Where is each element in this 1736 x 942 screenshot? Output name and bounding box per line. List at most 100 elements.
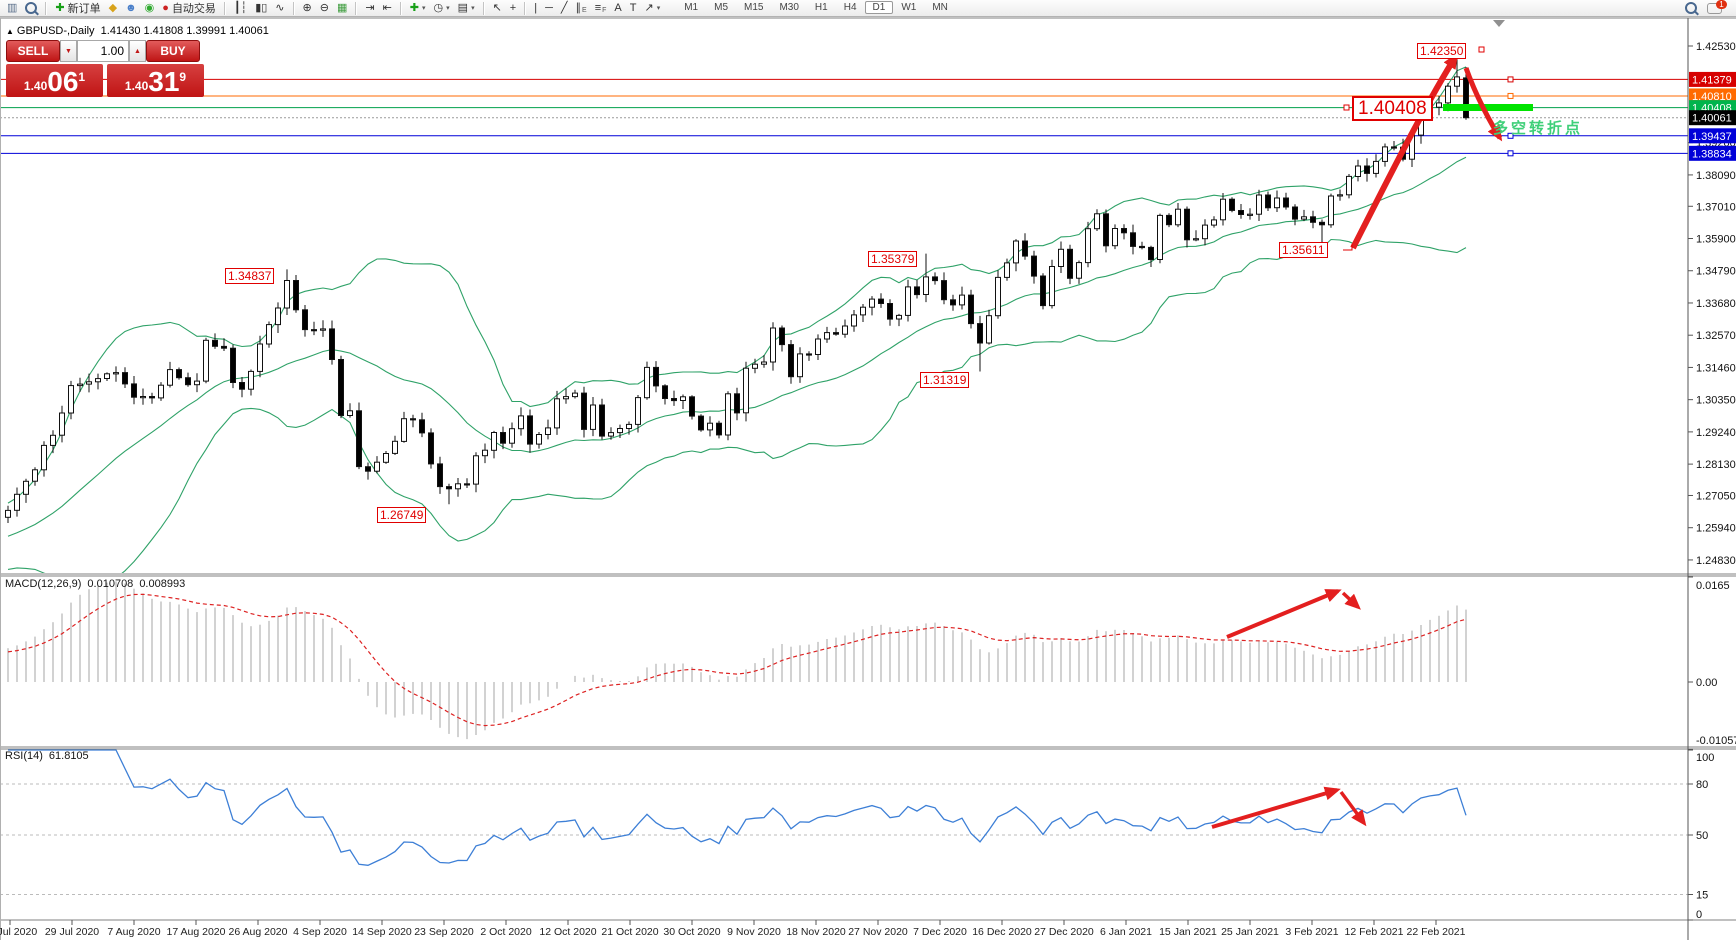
- macd-axis-label: 0.0165: [1696, 580, 1730, 592]
- volume-input[interactable]: [77, 40, 129, 62]
- horizontal-line-icon: ─: [545, 1, 553, 14]
- candle-body: [464, 483, 470, 486]
- timeframe-m15[interactable]: M15: [744, 2, 764, 13]
- templates-icon[interactable]: ▤ ▾: [454, 1, 479, 16]
- rsi-axis-label: 80: [1696, 779, 1708, 791]
- timeframe-mn[interactable]: MN: [932, 2, 948, 13]
- label-connector: [1343, 104, 1350, 111]
- notifications-icon[interactable]: 1: [1707, 0, 1727, 14]
- history-center-icon[interactable]: ◆: [105, 1, 121, 16]
- arrows-tool-icon[interactable]: ↗ ▾: [640, 1, 664, 16]
- candle-body: [14, 493, 20, 511]
- timeframe-m1[interactable]: M1: [684, 2, 699, 13]
- crosshair-icon[interactable]: +: [506, 1, 520, 16]
- new-chart-icon[interactable]: ▥: [3, 1, 21, 16]
- symbol-collapse-icon[interactable]: ▲: [6, 27, 14, 36]
- candle-body: [1193, 238, 1199, 241]
- candle-body: [1445, 85, 1451, 104]
- sell-button[interactable]: SELL: [6, 40, 60, 62]
- timeframe-w1[interactable]: W1: [901, 2, 917, 13]
- trendline-icon[interactable]: ╱: [557, 1, 572, 16]
- periods-icon[interactable]: ◷ ▾: [430, 1, 454, 16]
- text-label-icon[interactable]: T: [626, 1, 641, 16]
- candle-body: [1211, 219, 1217, 226]
- candle-body: [1337, 194, 1343, 197]
- price-axis-label: 1.28130: [1696, 459, 1736, 471]
- price-badge-label: 1.38834: [1692, 148, 1732, 160]
- candle-body: [95, 378, 101, 383]
- zoom-out-icon[interactable]: ⊖: [316, 1, 333, 16]
- main-toolbar: ▥ ✚ 新订单 ◆ ☻ ◉ ● 自动交易 ┃┆ ▮▯ ∿ ⊕ ⊖ ▦ ⇥ ⇤ ✚ ▾ ◷ ▾ ▤ ▾ ↖ + | ─ ╱ ∥ E ≡ F A T…: [0, 0, 1736, 17]
- price-axis-label: 1.42530: [1696, 41, 1736, 53]
- candle-body: [1364, 165, 1370, 174]
- candle-body: [986, 315, 992, 344]
- candle-body: [1058, 248, 1064, 268]
- candle-body: [1004, 262, 1010, 278]
- profiles-icon[interactable]: [21, 1, 41, 16]
- candle-body: [518, 415, 524, 430]
- timeframe-m30[interactable]: M30: [779, 2, 799, 13]
- candle-body: [41, 444, 47, 471]
- text-icon[interactable]: A: [610, 1, 625, 16]
- candle-body: [1454, 76, 1460, 87]
- candle-body: [1022, 240, 1028, 257]
- candle-body: [1094, 213, 1100, 230]
- line-chart-mode-icon[interactable]: ∿: [271, 1, 288, 16]
- auto-scroll-icon[interactable]: ⇥: [361, 1, 378, 16]
- candle-body: [572, 392, 578, 398]
- toolbar-separator: [292, 1, 295, 15]
- candle-body: [644, 366, 650, 399]
- price-annotation-label: 1.34837: [225, 268, 275, 284]
- candle-body: [59, 412, 65, 436]
- date-axis-label: 14 Sep 2020: [352, 926, 412, 938]
- price-axis-label: 1.34790: [1696, 266, 1736, 278]
- cursor-icon[interactable]: ↖: [489, 1, 506, 16]
- market-watch-icon[interactable]: ☻: [121, 1, 141, 16]
- one-click-trading-panel: SELL ▼ ▲ BUY 1.40 06 1 1.40 31 9: [6, 40, 204, 97]
- toolbar-separator: [223, 1, 226, 15]
- auto-trading-button[interactable]: ● 自动交易: [162, 1, 216, 16]
- candle-body: [32, 469, 38, 482]
- tile-windows-icon[interactable]: ▦: [333, 1, 351, 16]
- bar-chart-mode-icon[interactable]: ┃┆: [230, 1, 251, 16]
- timeframe-toolbar: M1 M5 M15 M30 H1 H4 D1 W1 MN: [676, 1, 956, 15]
- candle-chart-mode-icon[interactable]: ▮▯: [251, 1, 271, 16]
- buy-button[interactable]: BUY: [146, 40, 200, 62]
- fibonacci-icon[interactable]: ≡ F: [594, 1, 607, 14]
- buy-price-button[interactable]: 1.40 31 9: [107, 64, 204, 97]
- candle-body: [1085, 228, 1091, 264]
- chart-shift-icon: ⇤: [382, 1, 392, 14]
- candle-body: [1256, 194, 1262, 215]
- chart-shift-icon[interactable]: ⇤: [379, 1, 396, 16]
- horizontal-line-icon[interactable]: ─: [541, 1, 557, 16]
- candle-body: [1112, 228, 1118, 247]
- equidistant-channel-icon[interactable]: ∥ E: [575, 1, 587, 14]
- candle-body: [1283, 197, 1289, 208]
- indicators-icon[interactable]: ✚ ▾: [406, 1, 430, 16]
- zoom-in-icon[interactable]: ⊕: [299, 1, 316, 16]
- sell-price-button[interactable]: 1.40 06 1: [6, 64, 103, 97]
- price-annotation-label: 1.31319: [920, 372, 970, 388]
- timeframe-d1[interactable]: D1: [864, 1, 894, 14]
- price-axis-label: 1.35900: [1696, 234, 1736, 246]
- candle-body: [284, 280, 290, 309]
- search-icon[interactable]: [1685, 2, 1697, 14]
- vertical-line-icon[interactable]: |: [530, 1, 541, 16]
- candle-body: [860, 306, 866, 316]
- signals-icon[interactable]: ◉: [141, 1, 159, 16]
- candle-body: [815, 338, 821, 355]
- volume-up-button[interactable]: ▲: [129, 40, 146, 62]
- volume-down-button[interactable]: ▼: [60, 40, 77, 62]
- candle-body: [914, 286, 920, 296]
- timeframe-m5[interactable]: M5: [714, 2, 729, 13]
- date-axis-label: 4 Sep 2020: [293, 926, 347, 938]
- date-axis-label: 20 Jul 2020: [0, 926, 37, 938]
- macd-axis-label: 0.00: [1696, 677, 1717, 689]
- timeframe-h4[interactable]: H4: [843, 2, 857, 13]
- candle-body: [887, 303, 893, 320]
- timeframe-h1[interactable]: H1: [814, 2, 828, 13]
- new-order-button[interactable]: ✚ 新订单: [55, 1, 101, 16]
- candle-body: [626, 423, 632, 429]
- candle-body: [1229, 198, 1235, 211]
